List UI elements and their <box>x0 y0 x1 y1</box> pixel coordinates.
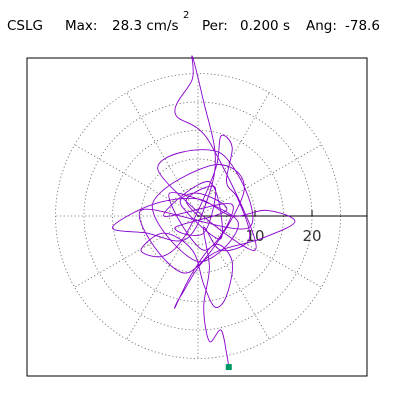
angle-value: -78.6 <box>345 18 380 34</box>
max-unit-exponent: 2 <box>183 10 190 21</box>
period-label: Per: <box>202 18 228 34</box>
grid-spoke <box>74 144 199 217</box>
grid-spoke <box>74 215 199 288</box>
end-point-marker <box>225 364 232 371</box>
plot-frame <box>26 57 368 377</box>
max-value: 28.3 cm/s <box>112 18 179 34</box>
station-code: CSLG <box>7 18 43 34</box>
radial-tick-label: 20 <box>302 227 321 245</box>
grid-spoke <box>197 92 270 217</box>
max-label: Max: <box>65 18 98 34</box>
angle-label: Ang: <box>306 18 337 34</box>
radial-tick-label: 10 <box>245 227 264 245</box>
orbit-trace <box>112 55 296 368</box>
period-value: 0.200 s <box>240 18 290 34</box>
plot-header: CSLG Max: 28.3 cm/s 2 Per: 0.200 s Ang: … <box>0 0 400 40</box>
